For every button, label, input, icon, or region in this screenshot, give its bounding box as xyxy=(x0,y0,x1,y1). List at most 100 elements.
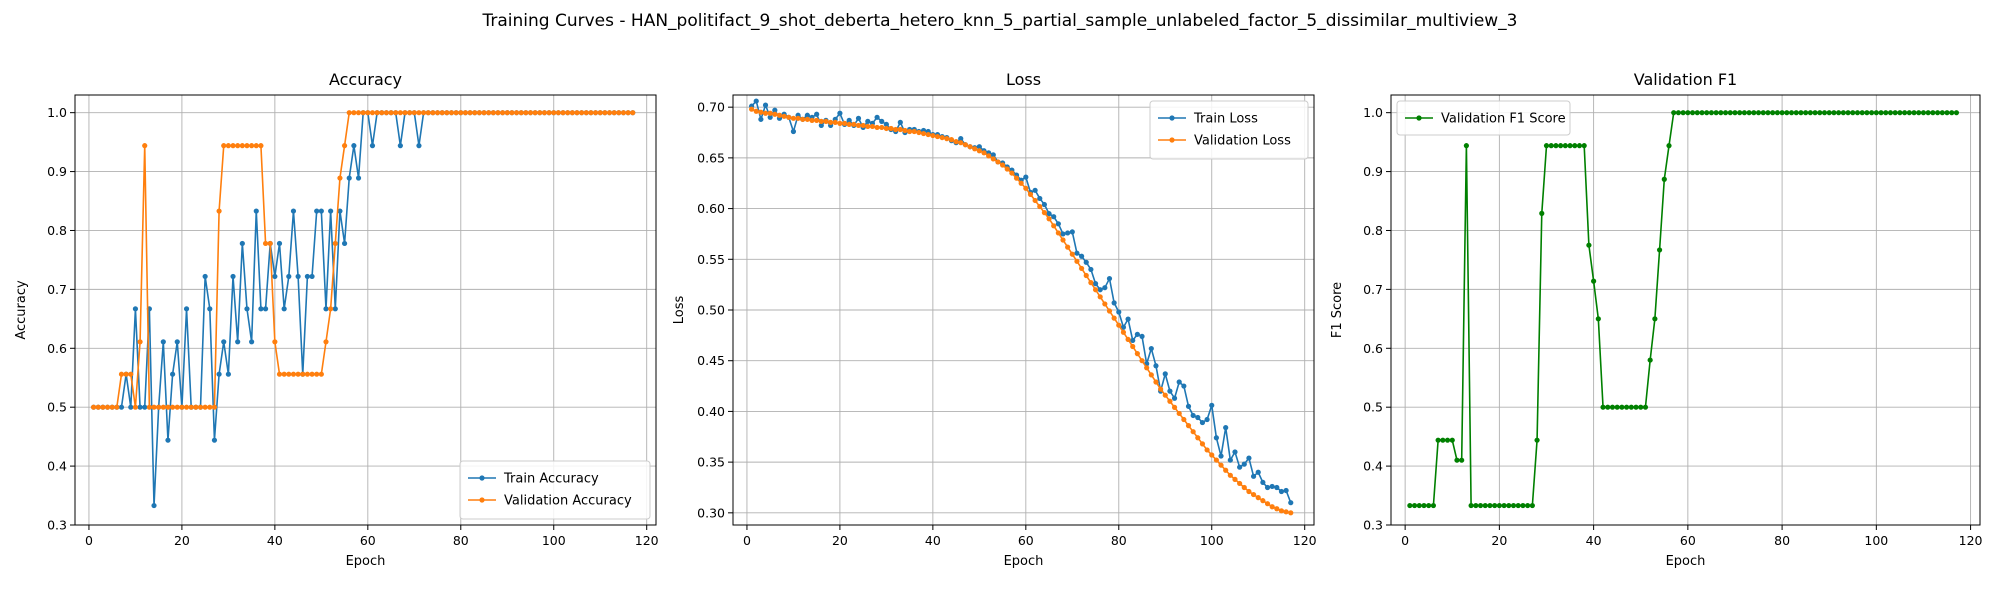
data-point xyxy=(1232,449,1238,455)
data-point xyxy=(1074,250,1080,256)
y-tick-label: 0.8 xyxy=(1363,223,1383,238)
data-point xyxy=(490,110,496,116)
data-point xyxy=(1770,110,1776,116)
data-point xyxy=(1218,453,1224,459)
data-point xyxy=(346,110,352,116)
y-axis-label: F1 Score xyxy=(1330,282,1345,338)
x-tick-label: 40 xyxy=(1586,533,1602,548)
data-point xyxy=(865,118,871,124)
data-point xyxy=(355,110,362,116)
data-point xyxy=(1600,404,1606,410)
data-point xyxy=(235,143,241,149)
data-point xyxy=(1925,110,1931,116)
data-point xyxy=(165,404,171,410)
data-point xyxy=(462,110,469,116)
data-point xyxy=(323,306,329,312)
data-point xyxy=(1812,110,1818,116)
data-point xyxy=(1755,110,1762,116)
data-point xyxy=(855,115,862,121)
data-point xyxy=(1227,472,1233,478)
y-tick-label: 0.50 xyxy=(697,303,725,318)
data-point xyxy=(1139,333,1145,339)
data-point xyxy=(179,404,185,410)
data-point xyxy=(786,114,792,120)
data-point xyxy=(202,273,208,280)
data-point xyxy=(1487,502,1493,509)
data-point xyxy=(1079,253,1085,259)
data-point xyxy=(1204,416,1210,423)
x-tick-label: 20 xyxy=(1491,533,1507,548)
data-point xyxy=(795,115,801,121)
data-point xyxy=(118,404,125,410)
data-point xyxy=(958,136,964,142)
data-point xyxy=(920,130,927,137)
data-point xyxy=(772,111,778,117)
data-point xyxy=(369,110,376,116)
data-point xyxy=(160,339,166,345)
data-point xyxy=(170,371,176,377)
data-point xyxy=(351,143,357,149)
data-point xyxy=(846,117,852,123)
data-point xyxy=(1264,484,1271,491)
data-point xyxy=(267,240,273,247)
data-point xyxy=(151,502,157,509)
data-point xyxy=(574,110,580,116)
data-point xyxy=(207,404,213,410)
y-tick-label: 0.60 xyxy=(697,201,725,216)
data-point xyxy=(883,125,889,132)
data-point xyxy=(846,121,852,128)
data-point xyxy=(1013,175,1020,181)
data-point xyxy=(762,102,769,108)
data-point xyxy=(1255,469,1261,475)
data-point xyxy=(341,240,348,247)
data-point xyxy=(1510,502,1517,509)
data-point xyxy=(1421,502,1427,509)
data-point xyxy=(1004,166,1010,172)
data-point xyxy=(1553,143,1559,149)
data-point xyxy=(818,118,824,124)
data-point xyxy=(1134,331,1140,337)
data-point xyxy=(286,273,292,280)
data-point xyxy=(1591,278,1597,284)
data-point xyxy=(1116,309,1122,315)
data-point xyxy=(318,371,324,377)
data-point xyxy=(304,273,310,280)
data-point xyxy=(916,129,922,136)
data-point xyxy=(902,127,908,134)
data-point xyxy=(1548,143,1554,149)
data-point xyxy=(1473,502,1479,509)
data-point xyxy=(258,143,264,149)
data-point xyxy=(137,339,143,345)
data-point xyxy=(1426,502,1432,509)
data-point xyxy=(328,208,334,214)
data-point xyxy=(1407,502,1413,509)
data-point xyxy=(1633,404,1639,410)
data-point xyxy=(879,118,885,124)
data-point xyxy=(1675,110,1682,116)
data-point xyxy=(1162,392,1168,398)
data-point xyxy=(1788,110,1795,116)
data-point xyxy=(314,208,320,214)
data-point xyxy=(1106,308,1113,314)
x-tick-label: 120 xyxy=(635,533,659,548)
y-tick-label: 0.65 xyxy=(697,150,725,165)
data-point xyxy=(1046,216,1052,222)
data-point xyxy=(137,404,143,410)
data-point xyxy=(1283,487,1289,494)
y-tick-label: 0.9 xyxy=(47,164,67,179)
data-point xyxy=(434,110,441,116)
x-tick-label: 60 xyxy=(1680,533,1696,548)
x-tick-label: 100 xyxy=(542,533,566,548)
data-point xyxy=(1018,180,1024,186)
data-point xyxy=(930,132,936,139)
x-axis-label: Epoch xyxy=(1666,554,1706,569)
data-point xyxy=(1055,230,1061,236)
data-point xyxy=(286,371,292,377)
data-point xyxy=(416,110,422,116)
data-point xyxy=(160,404,166,410)
data-point xyxy=(1041,210,1048,216)
data-point xyxy=(809,117,815,123)
data-point xyxy=(925,131,931,138)
data-point xyxy=(123,371,129,377)
data-point xyxy=(1269,504,1275,510)
